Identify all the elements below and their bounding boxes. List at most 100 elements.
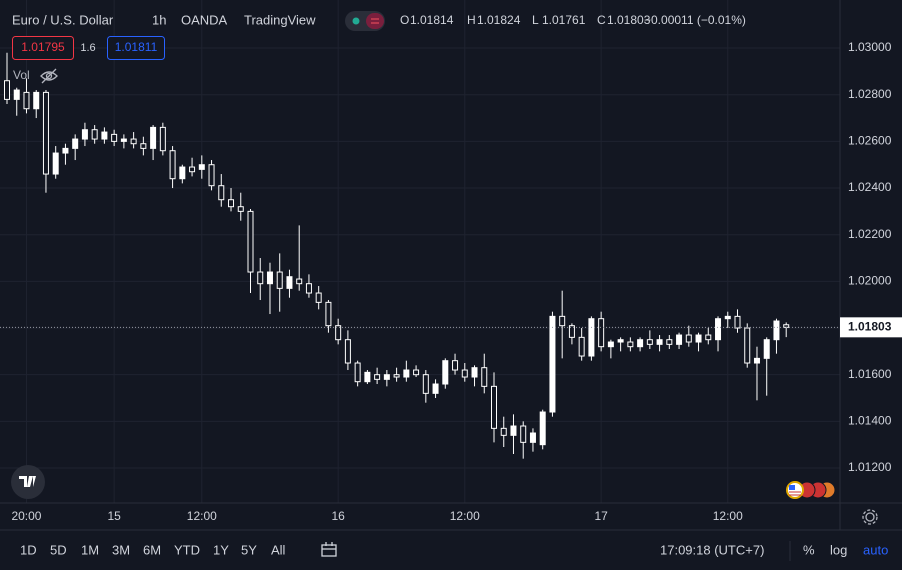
- compare-icon[interactable]: [321, 542, 337, 557]
- y-tick-label: 1.02200: [848, 227, 892, 241]
- candle-body: [354, 362, 361, 383]
- candle-body: [52, 152, 59, 175]
- candle-body: [529, 432, 536, 443]
- candle-body: [42, 91, 49, 175]
- candle-body: [452, 360, 459, 371]
- candle-body: [705, 334, 712, 341]
- candle-body: [169, 150, 176, 180]
- range-button[interactable]: 1D: [20, 542, 37, 557]
- settings-icon[interactable]: [862, 509, 878, 525]
- range-button[interactable]: YTD: [174, 542, 200, 557]
- candle-body: [676, 334, 683, 345]
- x-tick-label: 16: [331, 509, 345, 523]
- axis-option[interactable]: log: [830, 542, 847, 557]
- candle-body: [23, 91, 30, 110]
- candle-body: [637, 339, 644, 348]
- candle-body: [403, 369, 410, 378]
- market-status[interactable]: [345, 11, 385, 31]
- candle-body: [305, 283, 312, 294]
- candle-body: [247, 210, 254, 273]
- candle-body: [559, 315, 566, 327]
- clock: 17:09:18 (UTC+7): [660, 542, 764, 557]
- candle-body: [198, 164, 205, 170]
- sell-button[interactable]: 1.01795: [12, 36, 74, 60]
- candle-body: [432, 383, 439, 394]
- ohlc-legend: O 1.01814 H 1.01824 L 1.01761 C 1.01803: [400, 13, 651, 27]
- candle-body: [325, 301, 332, 327]
- x-tick-label: 17: [594, 509, 608, 523]
- candle-body: [607, 341, 614, 348]
- ohlc-value: 1.01803: [607, 13, 651, 27]
- candle-body: [91, 129, 98, 140]
- ohlc-key: C: [597, 13, 606, 27]
- candle-body: [695, 334, 702, 343]
- candle-body: [120, 138, 127, 142]
- range-button[interactable]: All: [271, 542, 286, 557]
- event-flags[interactable]: [786, 481, 836, 499]
- candle-body: [617, 339, 624, 343]
- candle-body: [500, 427, 507, 436]
- candle-body: [218, 185, 225, 201]
- candle-body: [461, 369, 468, 378]
- candle-body: [208, 164, 215, 187]
- interval: 1h: [152, 12, 166, 27]
- ohlc-value: 1.01814: [410, 13, 454, 27]
- candle-body: [179, 166, 186, 180]
- sell-price[interactable]: 1.01795: [21, 40, 65, 54]
- range-button[interactable]: 6M: [143, 542, 161, 557]
- candle-body: [159, 126, 166, 152]
- candle-body: [744, 327, 751, 364]
- range-button[interactable]: 1M: [81, 542, 99, 557]
- candle-body: [383, 374, 390, 380]
- candle-body: [763, 339, 770, 359]
- axis-option[interactable]: auto: [863, 542, 888, 557]
- x-tick-label: 12:00: [713, 509, 743, 523]
- candle-body: [666, 339, 673, 345]
- tradingview-logo[interactable]: [11, 465, 45, 499]
- platform: TradingView: [244, 12, 316, 27]
- y-tick-label: 1.02600: [848, 134, 892, 148]
- ohlc-key: O: [400, 13, 409, 27]
- buy-price[interactable]: 1.01811: [115, 40, 158, 54]
- candle-body: [257, 271, 264, 285]
- range-button[interactable]: 3M: [112, 542, 130, 557]
- broker: OANDA: [181, 12, 228, 27]
- axis-option[interactable]: %: [803, 542, 815, 557]
- y-tick-label: 1.02000: [848, 274, 892, 288]
- candle-body: [734, 315, 741, 329]
- y-tick-label: 1.02400: [848, 180, 892, 194]
- ohlc-value: 1.01761: [542, 13, 586, 27]
- candle-body: [13, 89, 20, 100]
- ohlc-key: L: [532, 13, 539, 27]
- y-tick-label: 1.01200: [848, 460, 892, 474]
- candle-body: [62, 147, 69, 154]
- candle-body: [374, 374, 381, 380]
- candle-body: [315, 292, 322, 303]
- candle-body: [568, 325, 575, 338]
- candle-body: [413, 369, 420, 376]
- bottom-toolbar: 1D 5D 1M 3M 6M YTD 1Y 5Y All 17:09:18 (UTC+7)% log…: [20, 542, 888, 557]
- y-tick-label: 1.03000: [848, 40, 892, 54]
- candle-body: [539, 411, 546, 446]
- spread: 1.6: [80, 42, 95, 54]
- candle-body: [549, 315, 556, 413]
- candle-body: [130, 138, 137, 145]
- plot: [0, 52, 840, 459]
- ohlc-key: H: [467, 13, 476, 27]
- hide-indicator-icon[interactable]: [40, 68, 58, 84]
- buy-button[interactable]: 1.01811: [107, 36, 165, 60]
- candle-body: [150, 126, 157, 149]
- candle-body: [442, 360, 449, 385]
- candle-body: [491, 385, 497, 429]
- candle-body: [189, 166, 196, 173]
- range-button[interactable]: 5D: [50, 542, 67, 557]
- candle-body: [81, 129, 88, 140]
- candle-body: [656, 339, 663, 345]
- range-button[interactable]: 5Y: [241, 542, 257, 557]
- candle-body: [481, 367, 488, 387]
- last-price-box: [840, 317, 902, 338]
- candle-body: [715, 318, 722, 341]
- candle-body: [266, 271, 273, 285]
- candle-body: [753, 357, 760, 364]
- range-button[interactable]: 1Y: [213, 542, 229, 557]
